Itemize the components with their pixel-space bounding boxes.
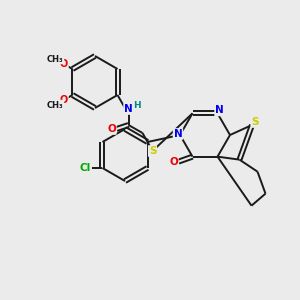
Text: O: O (169, 157, 178, 167)
Text: CH₃: CH₃ (47, 100, 64, 109)
Text: O: O (60, 59, 68, 69)
Text: N: N (174, 129, 182, 139)
Text: O: O (107, 124, 116, 134)
Text: Cl: Cl (80, 163, 91, 173)
Text: H: H (133, 101, 140, 110)
Text: CH₃: CH₃ (47, 55, 64, 64)
Text: O: O (60, 95, 68, 105)
Text: S: S (251, 117, 259, 127)
Text: N: N (215, 105, 224, 115)
Text: N: N (124, 104, 133, 114)
Text: S: S (149, 146, 156, 156)
